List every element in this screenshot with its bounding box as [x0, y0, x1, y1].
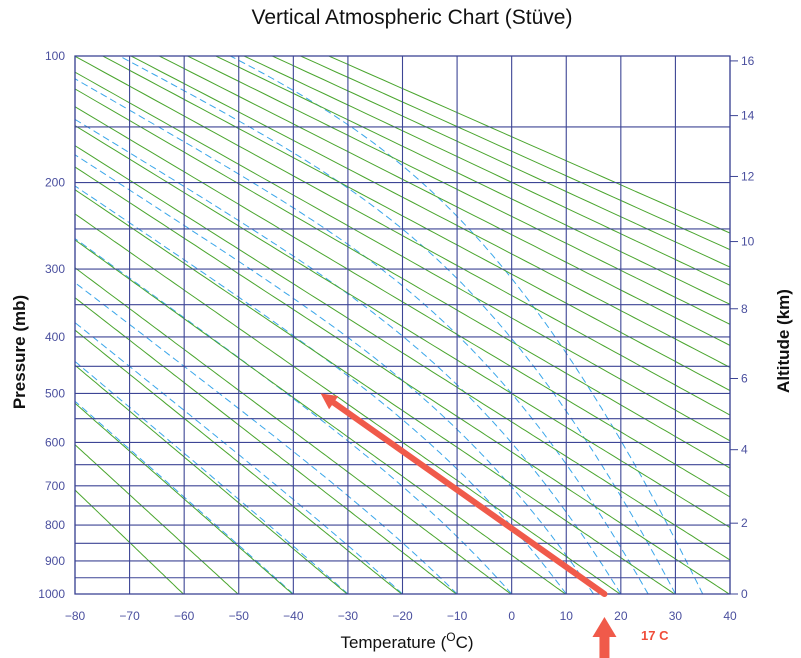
dry-adiabats — [75, 56, 730, 594]
moist-adiabat-line — [75, 360, 349, 594]
arrow-head — [320, 393, 339, 410]
dry-adiabat-line — [300, 56, 730, 251]
dry-adiabat-line — [75, 402, 293, 594]
dry-adiabat-line — [75, 71, 730, 442]
y-tick-label: 500 — [45, 386, 65, 400]
y-tick-label: 800 — [45, 518, 65, 532]
dry-adiabat-line — [75, 189, 675, 594]
y-tick-label: 400 — [45, 330, 65, 344]
dry-adiabat-line — [102, 56, 730, 392]
y2-axis-title: Altitude (km) — [774, 289, 793, 393]
x-tick-label: −20 — [392, 609, 413, 623]
dry-adiabat-line — [130, 56, 730, 368]
y-tick-labels: 100 200 300 400 500 600 700 800 900 1000 — [38, 49, 65, 601]
y-tick-label: 600 — [45, 435, 65, 449]
grid-lines — [74, 55, 731, 595]
y-axis-title: Pressure (mb) — [10, 295, 29, 409]
x-tick-label: −10 — [447, 609, 468, 623]
y-tick-label: 200 — [45, 176, 65, 190]
marker-arrow-shaft — [599, 636, 610, 658]
x-tick-label: 0 — [508, 609, 515, 623]
dry-adiabat-line — [215, 56, 730, 305]
dry-adiabat-line — [75, 297, 457, 594]
dry-adiabat-line — [75, 88, 730, 469]
y2-tick-label: 6 — [741, 371, 748, 385]
x-tick-label: −50 — [229, 609, 250, 623]
plot-frame — [74, 55, 731, 595]
y2-tick-label: 14 — [741, 109, 755, 123]
marker-arrow-head — [592, 617, 617, 637]
moist-adiabat-line — [75, 237, 513, 594]
y-tick-label: 1000 — [38, 587, 65, 601]
arrow-shaft — [330, 399, 608, 597]
y2-tick-label: 0 — [741, 587, 748, 601]
x-tick-label: 20 — [614, 609, 628, 623]
y2-tick-label: 2 — [741, 516, 748, 530]
y2-tick-label: 10 — [741, 235, 755, 249]
x-tick-label: −80 — [65, 609, 86, 623]
x-tick-label: −30 — [338, 609, 359, 623]
moist-adiabat-line — [75, 400, 294, 594]
chart-title: Vertical Atmospheric Chart (Stüve) — [252, 6, 573, 29]
y2-tick-label: 16 — [741, 54, 755, 68]
dry-adiabat-line — [75, 56, 730, 416]
moist-adiabat-line — [75, 185, 567, 594]
x-tick-label: −60 — [174, 609, 195, 623]
annotations — [320, 393, 617, 658]
x-tick-label: −40 — [283, 609, 304, 623]
y2-tick-labels: 0 2 4 6 8 10 12 14 16 — [730, 54, 755, 601]
moist-adiabat-line — [75, 78, 649, 594]
y2-tick-label: 8 — [741, 302, 748, 316]
dry-adiabat-line — [75, 145, 730, 561]
y-tick-label: 900 — [45, 554, 65, 568]
x-axis-title: Temperature (OC) — [340, 630, 473, 652]
dry-adiabat-line — [75, 125, 730, 529]
y2-tick-label: 4 — [741, 443, 748, 457]
y2-tick-label: 12 — [741, 169, 755, 183]
x-tick-labels: −80 −70 −60 −50 −40 −30 −20 −10 0 10 20 30 40 — [65, 609, 737, 623]
y-tick-label: 300 — [45, 262, 65, 276]
x-tick-label: −70 — [119, 609, 140, 623]
x-tick-label: 10 — [560, 609, 574, 623]
dry-adiabat-line — [243, 56, 730, 286]
moist-adiabat-line — [75, 321, 403, 594]
y-tick-label: 700 — [45, 479, 65, 493]
temperature-annotation: 17 C — [641, 628, 669, 643]
dry-adiabat-line — [75, 364, 348, 594]
x-tick-label: 40 — [723, 609, 737, 623]
x-tick-label: 30 — [669, 609, 683, 623]
y-tick-label: 100 — [45, 49, 65, 63]
